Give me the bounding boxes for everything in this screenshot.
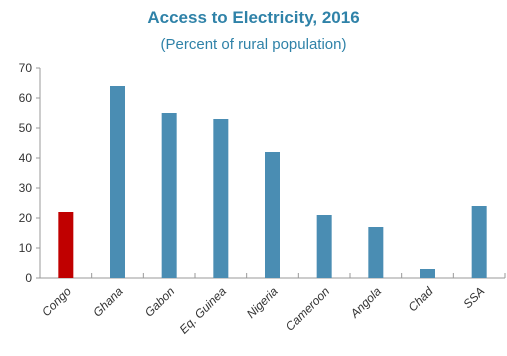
y-tick-label: 20 [19, 211, 33, 225]
x-category-label: Chad [405, 284, 435, 314]
y-tick-label: 60 [19, 91, 33, 105]
x-category-label: Cameroon [283, 284, 333, 334]
bar-cameroon [316, 215, 332, 278]
x-category-label: Eq. Guinea [177, 284, 230, 337]
bar-congo [58, 212, 74, 278]
y-tick-label: 0 [25, 271, 32, 285]
y-tick-label: 10 [19, 241, 33, 255]
y-tick-label: 50 [19, 121, 33, 135]
bar-angola [368, 227, 384, 278]
bar-ssa [471, 206, 487, 278]
bars-group [58, 86, 487, 278]
x-category-label: Congo [39, 284, 74, 319]
x-category-label: Gabon [142, 284, 178, 320]
bar-gabon [161, 113, 177, 278]
bar-chad [420, 269, 435, 278]
x-axis-labels: Congo Ghana Gabon Eq. Guinea Nigeria Cameroon… [39, 284, 487, 337]
x-category-label: Nigeria [244, 284, 281, 321]
y-tick-label: 70 [19, 61, 33, 75]
x-category-label: Angola [347, 284, 384, 321]
chart-title: Access to Electricity, 2016 [147, 8, 360, 27]
y-tick-label: 40 [19, 151, 33, 165]
chart-subtitle: (Percent of rural population) [160, 36, 347, 53]
y-axis-ticks: 0 10 20 30 40 50 60 70 [19, 61, 40, 285]
x-axis-ticks [39, 273, 506, 278]
x-category-label: SSA [460, 284, 487, 311]
y-tick-label: 30 [19, 181, 33, 195]
bar-eq-guinea [213, 119, 229, 278]
x-category-label: Ghana [90, 284, 126, 320]
bar-ghana [110, 86, 125, 278]
bar-nigeria [265, 152, 280, 278]
